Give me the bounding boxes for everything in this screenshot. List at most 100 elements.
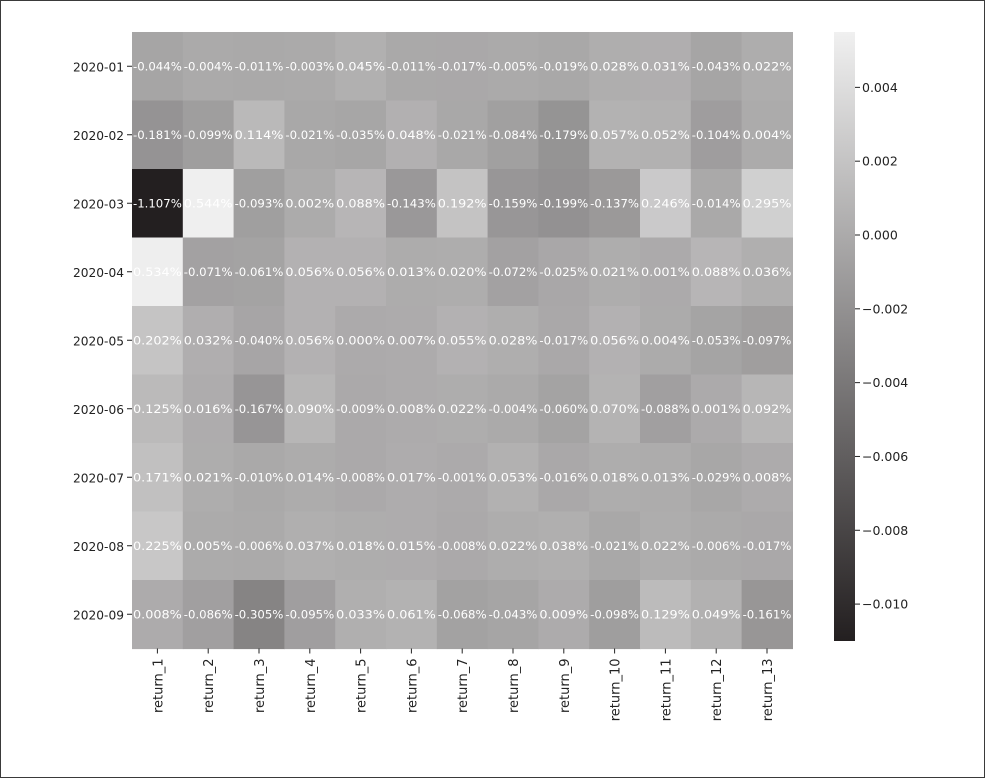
heatmap-cell-label: -0.006% bbox=[692, 539, 741, 553]
heatmap-cell bbox=[690, 306, 743, 376]
heatmap-cell bbox=[741, 169, 793, 239]
heatmap-cell-label: -0.004% bbox=[184, 59, 233, 73]
colorbar-tick-label: −0.006 bbox=[862, 449, 908, 464]
heatmap-cell bbox=[589, 580, 641, 650]
heatmap-cell bbox=[640, 374, 692, 444]
heatmap-cell-label: 0.004% bbox=[743, 128, 792, 142]
heatmap-cell bbox=[233, 169, 285, 239]
heatmap-cell bbox=[640, 169, 692, 239]
heatmap-cell bbox=[436, 374, 489, 444]
heatmap-cell-label: 0.013% bbox=[387, 265, 436, 279]
heatmap-cell-label: -0.008% bbox=[438, 539, 487, 553]
colorbar-tick-label: 0.004 bbox=[862, 80, 898, 95]
heatmap-cell bbox=[487, 443, 539, 513]
heatmap-cell bbox=[741, 374, 793, 444]
heatmap-cell-label: -0.084% bbox=[489, 128, 538, 142]
heatmap-cell-label: -0.099% bbox=[184, 128, 233, 142]
heatmap-cell-label: -0.021% bbox=[285, 128, 334, 142]
heatmap-cell-label: -0.008% bbox=[336, 470, 385, 484]
row-label: 2020-09 bbox=[73, 607, 124, 622]
heatmap-cell-label: 0.056% bbox=[590, 333, 639, 347]
heatmap-cell-label: -0.017% bbox=[539, 333, 588, 347]
heatmap-cell bbox=[386, 237, 438, 307]
heatmap-cell-label: 0.005% bbox=[184, 539, 233, 553]
heatmap-cell-label: -0.071% bbox=[184, 265, 233, 279]
heatmap-cell bbox=[335, 32, 387, 102]
heatmap-cell-label: -0.010% bbox=[235, 470, 284, 484]
heatmap-cell-label: -0.006% bbox=[235, 539, 284, 553]
heatmap-cell bbox=[690, 32, 743, 102]
column-label: return_1 bbox=[151, 659, 166, 714]
heatmap-cell bbox=[640, 306, 692, 376]
heatmap-cell bbox=[436, 100, 489, 170]
heatmap-cell-label: -0.043% bbox=[489, 607, 538, 621]
heatmap-cell-label: -0.161% bbox=[743, 607, 792, 621]
heatmap-cell bbox=[589, 169, 641, 239]
heatmap-cell-label: 0.022% bbox=[438, 402, 487, 416]
heatmap-cell bbox=[335, 169, 387, 239]
heatmap-cell bbox=[589, 32, 641, 102]
heatmap-cell-label: -0.011% bbox=[387, 59, 436, 73]
heatmap-cell bbox=[690, 443, 743, 513]
heatmap-cell-label: 0.018% bbox=[590, 470, 639, 484]
heatmap-cell bbox=[132, 306, 184, 376]
heatmap-cell-label: 0.544% bbox=[184, 196, 233, 210]
heatmap-cell-label: 0.056% bbox=[336, 265, 385, 279]
heatmap-cell bbox=[182, 169, 235, 239]
heatmap-cell-label: 0.021% bbox=[590, 265, 639, 279]
heatmap-cell-label: -0.199% bbox=[539, 196, 588, 210]
heatmap-cell-label: 0.014% bbox=[285, 470, 334, 484]
heatmap-cell bbox=[436, 32, 489, 102]
heatmap-cell-label: 0.002% bbox=[285, 196, 334, 210]
heatmap-cell bbox=[182, 374, 235, 444]
heatmap-cell bbox=[233, 443, 285, 513]
heatmap-cell bbox=[538, 374, 590, 444]
heatmap-cell-label: -0.093% bbox=[235, 196, 284, 210]
heatmap-cell bbox=[335, 100, 387, 170]
heatmap-cell-label: -0.086% bbox=[184, 607, 233, 621]
heatmap-cell-label: -0.009% bbox=[336, 402, 385, 416]
heatmap-cell-label: 0.056% bbox=[285, 265, 334, 279]
heatmap-cell bbox=[233, 237, 285, 307]
heatmap-cell bbox=[132, 443, 184, 513]
heatmap-cell-label: 0.092% bbox=[743, 402, 792, 416]
row-label: 2020-04 bbox=[73, 265, 124, 280]
heatmap-cell-label: 0.037% bbox=[285, 539, 334, 553]
heatmap-cell-label: -0.137% bbox=[590, 196, 639, 210]
colorbar: 0.004 0.002 0.000 −0.002 −0.004 −0.006 −0.008 −… bbox=[834, 32, 908, 641]
heatmap-cell bbox=[589, 374, 641, 444]
heatmap-cell bbox=[233, 32, 285, 102]
heatmap-cell-label: 0.056% bbox=[285, 333, 334, 347]
heatmap-cell-label: 0.032% bbox=[184, 333, 233, 347]
heatmap-cell-label: 0.129% bbox=[641, 607, 690, 621]
heatmap-cell-label: 0.031% bbox=[641, 59, 690, 73]
heatmap-cell-label: 0.070% bbox=[590, 402, 639, 416]
heatmap-cell-label: -0.088% bbox=[641, 402, 690, 416]
heatmap-cell-label: 0.008% bbox=[133, 607, 182, 621]
heatmap-cell-label: -0.029% bbox=[692, 470, 741, 484]
heatmap-cell bbox=[741, 100, 793, 170]
heatmap-cell-label: 0.000% bbox=[336, 333, 385, 347]
heatmap-cell bbox=[487, 32, 539, 102]
column-label: return_12 bbox=[710, 659, 725, 722]
heatmap-cell-label: 0.048% bbox=[387, 128, 436, 142]
heatmap-cell-label: -0.004% bbox=[489, 402, 538, 416]
heatmap-cell bbox=[386, 306, 438, 376]
heatmap-cell-label: -0.016% bbox=[539, 470, 588, 484]
column-label: return_7 bbox=[456, 659, 471, 714]
heatmap-cell-label: -0.011% bbox=[235, 59, 284, 73]
heatmap-cell-label: 0.016% bbox=[184, 402, 233, 416]
heatmap-cell bbox=[538, 100, 590, 170]
heatmap-cell-label: 0.004% bbox=[641, 333, 690, 347]
colorbar-tick-label: −0.004 bbox=[862, 375, 908, 390]
heatmap-cell-label: 0.008% bbox=[743, 470, 792, 484]
heatmap-cell-label: -0.017% bbox=[743, 539, 792, 553]
heatmap-cell-label: -1.107% bbox=[133, 196, 182, 210]
heatmap-cell-label: 0.018% bbox=[336, 539, 385, 553]
heatmap-cell-label: 0.015% bbox=[387, 539, 436, 553]
heatmap-cell-label: -0.025% bbox=[539, 265, 588, 279]
heatmap-cell-label: 0.013% bbox=[641, 470, 690, 484]
heatmap-cell bbox=[132, 100, 184, 170]
heatmap-cell bbox=[233, 100, 285, 170]
heatmap-cell-label: -0.044% bbox=[133, 59, 182, 73]
